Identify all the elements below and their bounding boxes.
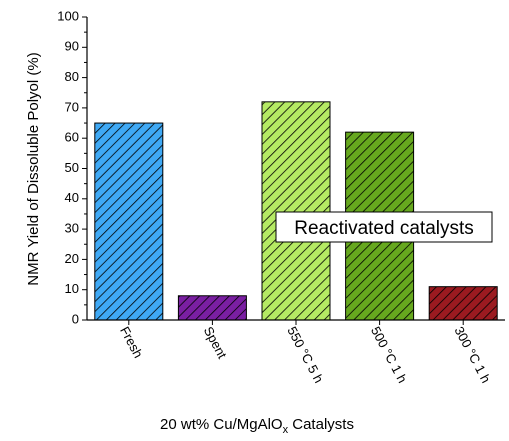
y-axis-title: NMR Yield of Dissoluble Polyol (%)	[25, 52, 42, 285]
y-tick-label: 70	[65, 99, 79, 114]
y-tick-label: 100	[57, 8, 79, 23]
bar-2	[177, 295, 247, 321]
bar-3	[261, 101, 331, 321]
y-tick-label: 0	[72, 311, 79, 326]
bar-hatch	[428, 286, 498, 321]
y-tick-label: 10	[65, 281, 79, 296]
y-tick-label: 60	[65, 130, 79, 145]
x-axis-title-main: 20 wt% Cu/MgAlO	[160, 416, 283, 433]
x-axis-title-subscript: x	[283, 424, 289, 436]
annotation-frame	[275, 211, 493, 243]
annotation-box: Reactivated catalysts	[275, 211, 493, 243]
y-tick-label: 20	[65, 251, 79, 266]
annotation-text: Reactivated catalysts	[294, 218, 474, 239]
y-tick-label: 40	[65, 190, 79, 205]
x-axis-title: 20 wt% Cu/MgAlOx Catalysts	[160, 416, 354, 436]
y-tick-label: 80	[65, 69, 79, 84]
y-tick-label: 30	[65, 221, 79, 236]
bar-hatch	[94, 122, 164, 321]
bar-hatch	[177, 295, 247, 321]
y-tick-label: 90	[65, 39, 79, 54]
x-tick-label: 550 °C 5 h	[284, 324, 326, 385]
bar-1	[94, 122, 164, 321]
y-tick-label: 50	[65, 160, 79, 175]
bar-hatch	[261, 101, 331, 321]
bars-layer	[94, 101, 498, 321]
x-tick-label: Fresh	[117, 324, 146, 360]
x-tick-label: 500 °C 1 h	[368, 324, 410, 385]
axes-layer	[82, 16, 505, 325]
bar-5	[428, 286, 498, 321]
x-tick-label: Spent	[201, 324, 230, 361]
x-axis-title-tail: Catalysts	[288, 416, 354, 433]
x-tick-label: 300 °C 1 h	[452, 324, 494, 385]
